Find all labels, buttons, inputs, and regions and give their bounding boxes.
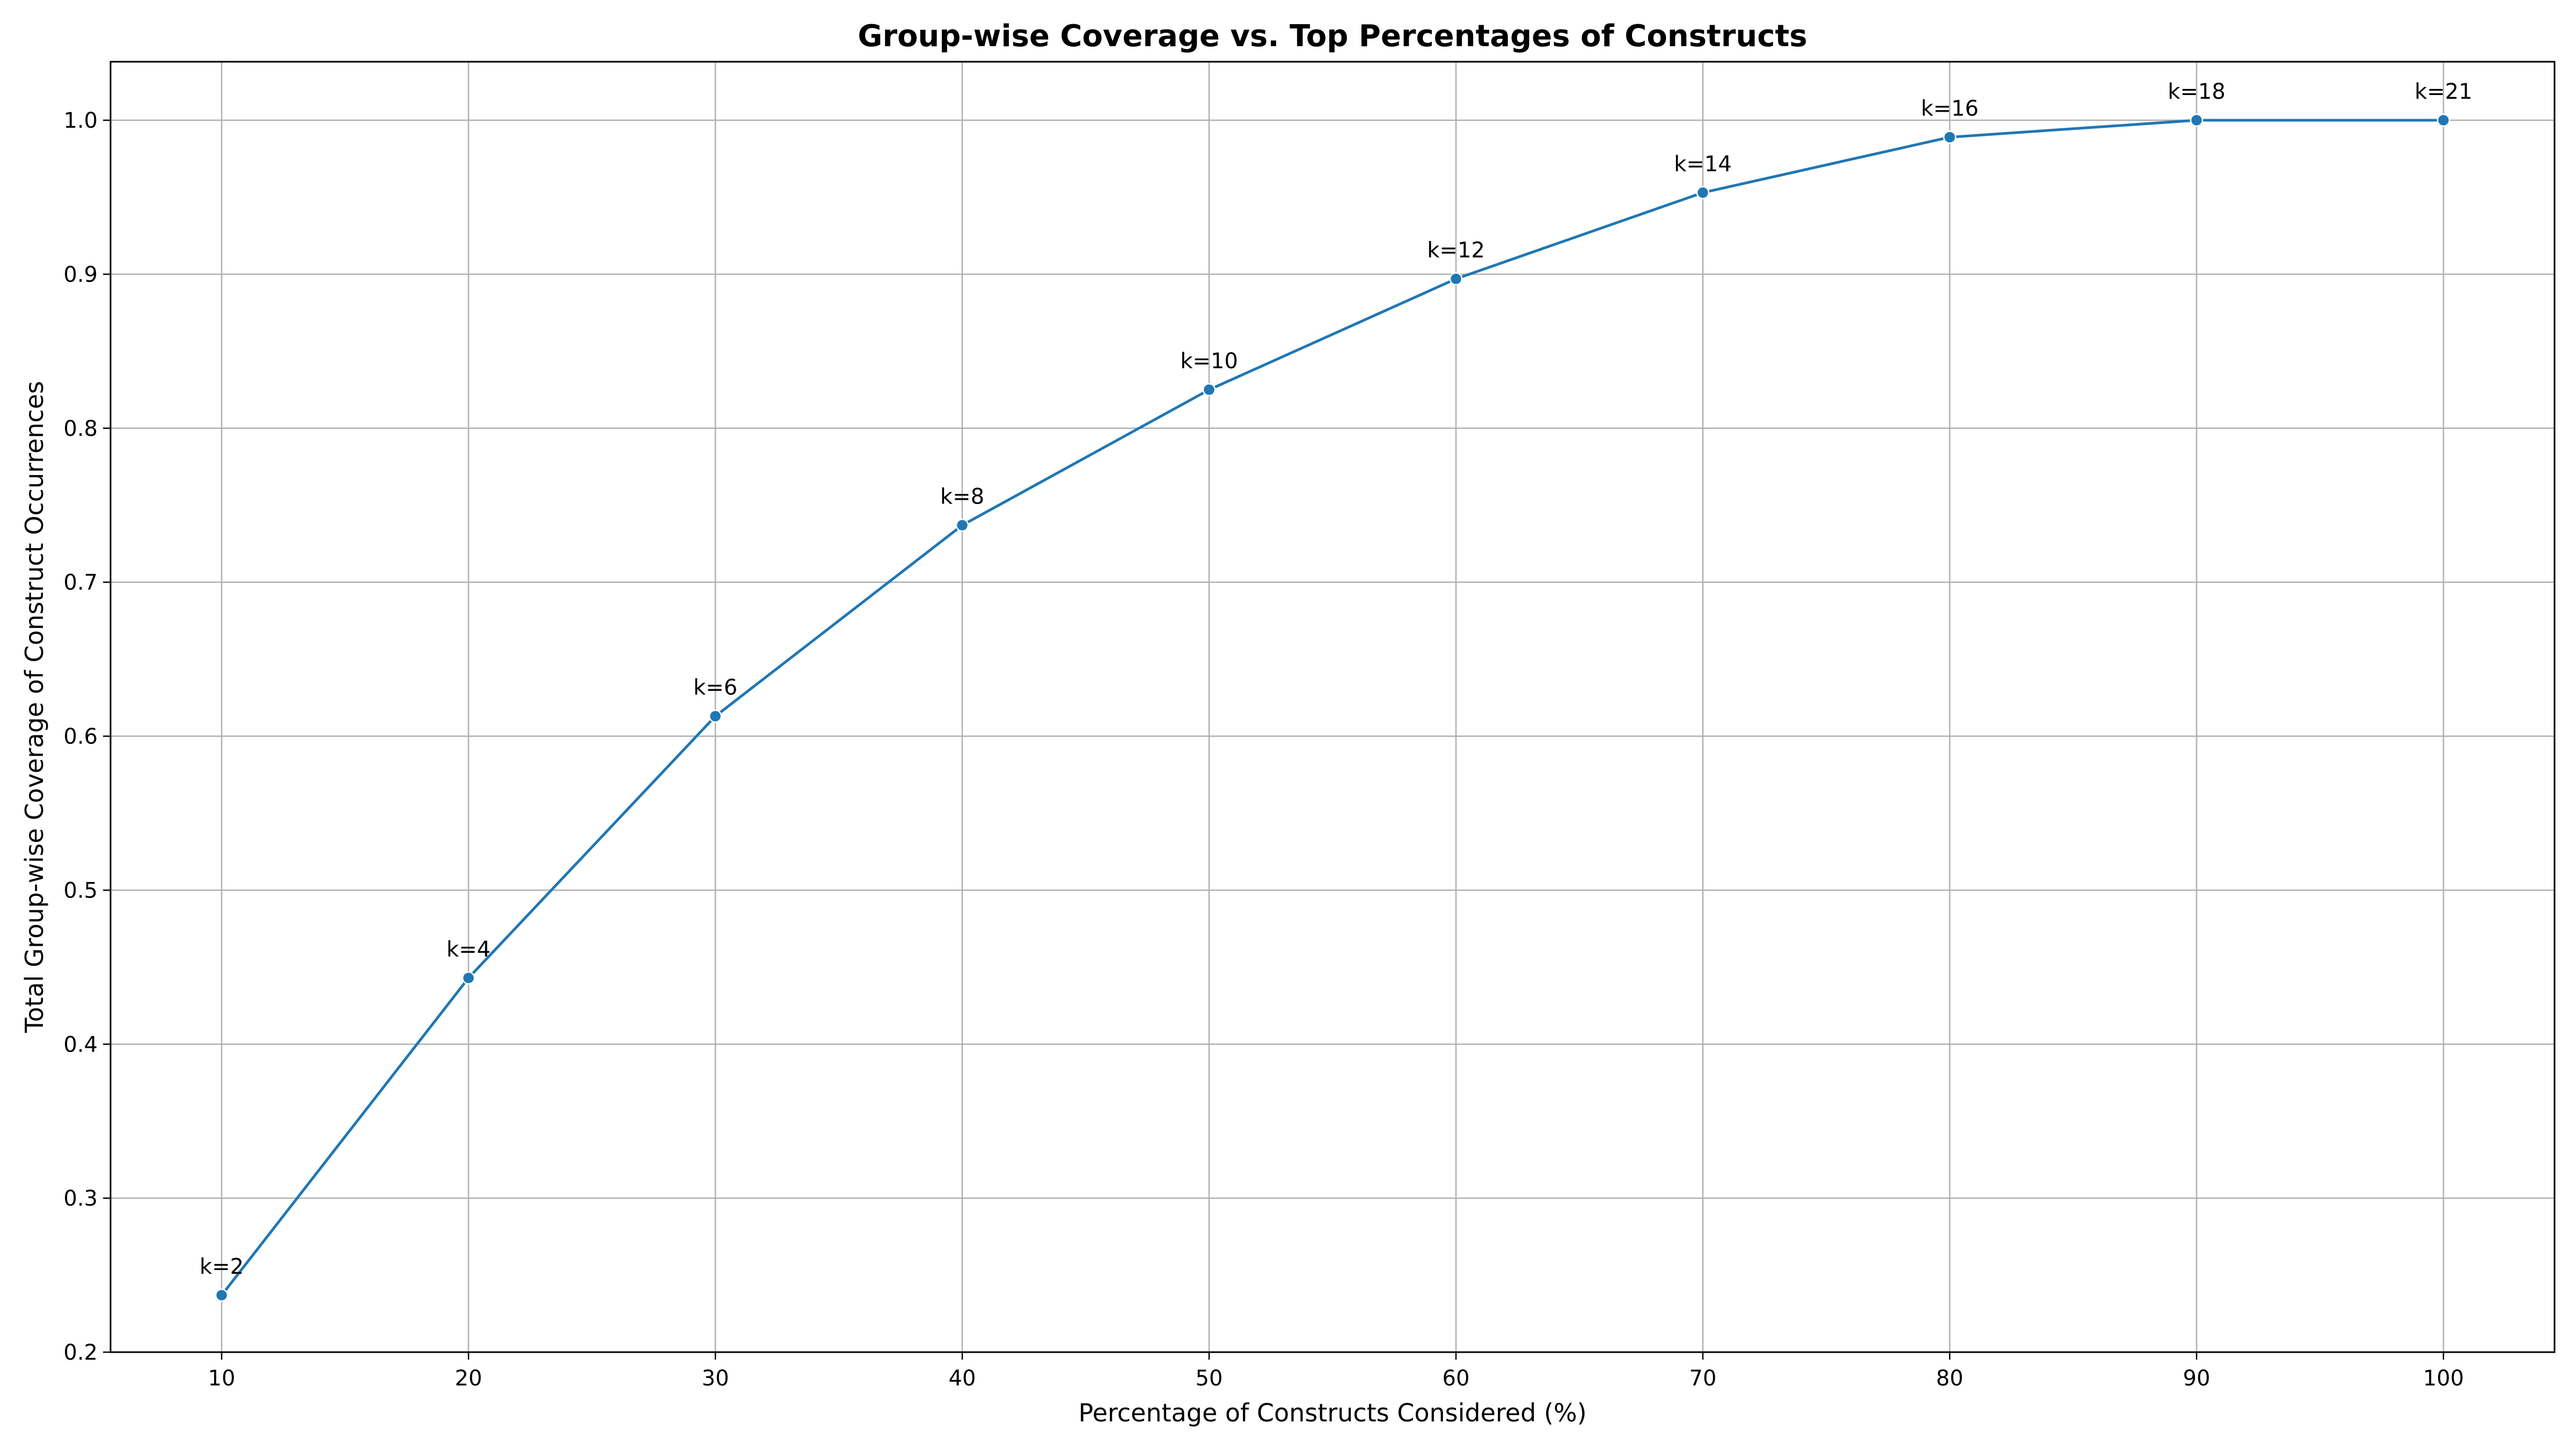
data-point <box>2190 113 2204 127</box>
data-label: k=18 <box>2168 79 2226 104</box>
data-label: k=16 <box>1921 97 1979 121</box>
x-tick-label: 100 <box>2423 1366 2464 1391</box>
data-point <box>1202 383 1216 397</box>
data-point <box>1696 186 1710 200</box>
x-tick-label: 70 <box>1689 1366 1717 1391</box>
chart-title: Group-wise Coverage vs. Top Percentages … <box>858 19 1807 54</box>
x-tick-label: 90 <box>2183 1366 2211 1391</box>
y-tick-label: 1.0 <box>63 108 98 133</box>
x-tick-label: 10 <box>208 1366 236 1391</box>
data-label: k=21 <box>2414 79 2472 104</box>
data-label: k=2 <box>200 1254 244 1279</box>
x-tick-label: 50 <box>1196 1366 1223 1391</box>
y-tick-label: 0.3 <box>63 1186 98 1211</box>
y-axis-ticks: 0.2 0.3 0.4 0.5 0.6 0.7 0.8 0.9 1.0 <box>63 108 111 1365</box>
data-point <box>955 519 969 532</box>
x-tick-label: 20 <box>455 1366 482 1391</box>
data-label: k=4 <box>447 937 491 962</box>
x-tick-label: 30 <box>702 1366 729 1391</box>
x-tick-label: 40 <box>949 1366 976 1391</box>
y-tick-label: 0.6 <box>63 725 98 749</box>
y-tick-label: 0.8 <box>63 417 98 441</box>
data-point <box>1943 130 1957 144</box>
series-layer <box>215 113 2450 1302</box>
y-tick-label: 0.9 <box>63 262 98 287</box>
x-tick-label: 80 <box>1936 1366 1964 1391</box>
data-point <box>2436 113 2450 127</box>
plot-area-frame <box>109 61 2556 1353</box>
x-axis-ticks: 10 20 30 40 50 60 70 80 90 100 <box>208 1352 2464 1391</box>
y-tick-label: 0.4 <box>63 1032 98 1057</box>
data-point <box>215 1288 229 1302</box>
x-tick-label: 60 <box>1443 1366 1470 1391</box>
y-tick-label: 0.5 <box>63 878 98 903</box>
y-axis-label: Total Group-wise Coverage of Construct O… <box>20 381 49 1033</box>
data-label: k=14 <box>1674 152 1732 177</box>
data-label: k=8 <box>940 484 984 509</box>
x-axis-label: Percentage of Constructs Considered (%) <box>1078 1398 1586 1427</box>
grid-lines <box>111 62 2555 1353</box>
data-point <box>708 709 722 723</box>
data-point <box>462 971 475 985</box>
data-label: k=10 <box>1180 349 1238 374</box>
data-label: k=6 <box>693 675 737 700</box>
y-tick-label: 0.7 <box>63 571 98 595</box>
data-point <box>1449 272 1463 286</box>
y-tick-label: 0.2 <box>63 1340 98 1365</box>
data-label: k=12 <box>1427 238 1485 262</box>
series-line <box>221 119 2443 1296</box>
data-labels: k=2 k=4 k=6 k=8 k=10 k=12 k=14 k=16 k=18 k=21 <box>200 79 2472 1279</box>
